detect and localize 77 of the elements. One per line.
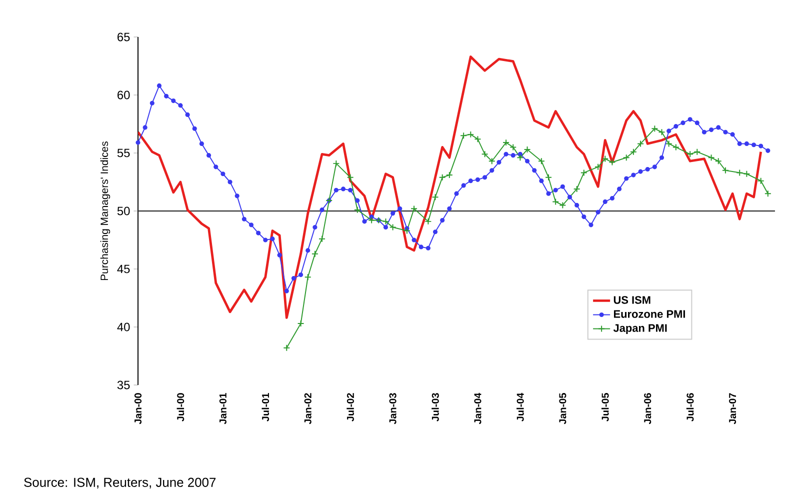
x-tick-label: Jan-02: [304, 393, 312, 424]
point: [580, 169, 588, 176]
y-tick-label: 35: [117, 380, 130, 390]
point: [502, 139, 510, 146]
point: [722, 166, 729, 174]
point: [602, 155, 609, 162]
point: [757, 177, 764, 184]
point: [438, 174, 446, 181]
point: [658, 128, 666, 136]
point: [403, 227, 410, 234]
x-tick-label: Jul-02: [346, 393, 354, 422]
legend-label: Eurozone PMI: [614, 310, 685, 318]
x-tick-label: Jan-05: [559, 393, 566, 424]
point: [510, 144, 517, 151]
point: [516, 154, 524, 162]
point: [708, 154, 715, 162]
point: [467, 130, 474, 138]
point: [559, 202, 566, 209]
legend-label: Japan PMI: [613, 324, 667, 334]
point: [686, 150, 694, 158]
point: [424, 218, 432, 225]
x-tick-label: Jan-06: [644, 393, 652, 424]
x-tick-label: Jul-03: [432, 393, 439, 422]
y-tick-label: 55: [117, 148, 130, 158]
x-tick-label: Jan-03: [389, 393, 396, 424]
point: [432, 194, 439, 201]
point: [552, 198, 560, 206]
point: [594, 163, 602, 170]
point: [481, 150, 488, 158]
y-tick-label: 40: [117, 322, 130, 332]
y-tick-label: 60: [118, 90, 130, 100]
y-tick-label: 45: [117, 264, 130, 274]
point: [318, 235, 326, 242]
point: [304, 274, 312, 281]
point: [354, 206, 361, 214]
point: [538, 158, 545, 165]
legend-label: US ISM: [614, 296, 650, 304]
point: [622, 154, 630, 162]
point: [382, 218, 390, 225]
point: [637, 140, 644, 148]
point: [410, 205, 418, 212]
line-series: [138, 56, 762, 319]
x-tick-label: Jan-01: [219, 393, 226, 424]
point: [488, 158, 496, 165]
point: [297, 320, 304, 328]
source-note: Source: ISM, Reuters, June 2007: [24, 478, 216, 488]
point: [446, 172, 453, 179]
point: [694, 148, 701, 156]
x-tick-label: Jan-00: [134, 393, 142, 424]
x-tick-label: Jul-04: [516, 392, 524, 422]
x-tick-label: Jan-04: [474, 392, 482, 424]
point: [665, 140, 672, 148]
point: [651, 125, 658, 132]
point: [389, 224, 396, 231]
point: [311, 250, 318, 258]
point: [346, 174, 354, 181]
point: [736, 169, 744, 176]
point: [672, 144, 680, 151]
y-tick-label: 65: [118, 32, 130, 42]
x-tick-label: Jul-00: [176, 393, 184, 422]
point: [332, 160, 340, 167]
point: [714, 158, 722, 165]
x-tick-label: Jul-06: [686, 393, 694, 422]
point: [368, 216, 376, 224]
point: [460, 132, 468, 140]
x-tick-label: Jul-01: [262, 393, 270, 422]
point: [608, 158, 616, 166]
point: [630, 148, 637, 156]
point: [573, 185, 580, 192]
x-tick-label: Jan-07: [729, 393, 736, 424]
x-tick-label: Jul-05: [601, 393, 609, 422]
point: [545, 174, 552, 181]
point: [474, 136, 482, 143]
y-axis-title: Purchasing Managers' Indices: [100, 142, 110, 280]
y-tick-label: 50: [117, 206, 130, 216]
point: [524, 146, 531, 154]
point: [743, 170, 750, 178]
